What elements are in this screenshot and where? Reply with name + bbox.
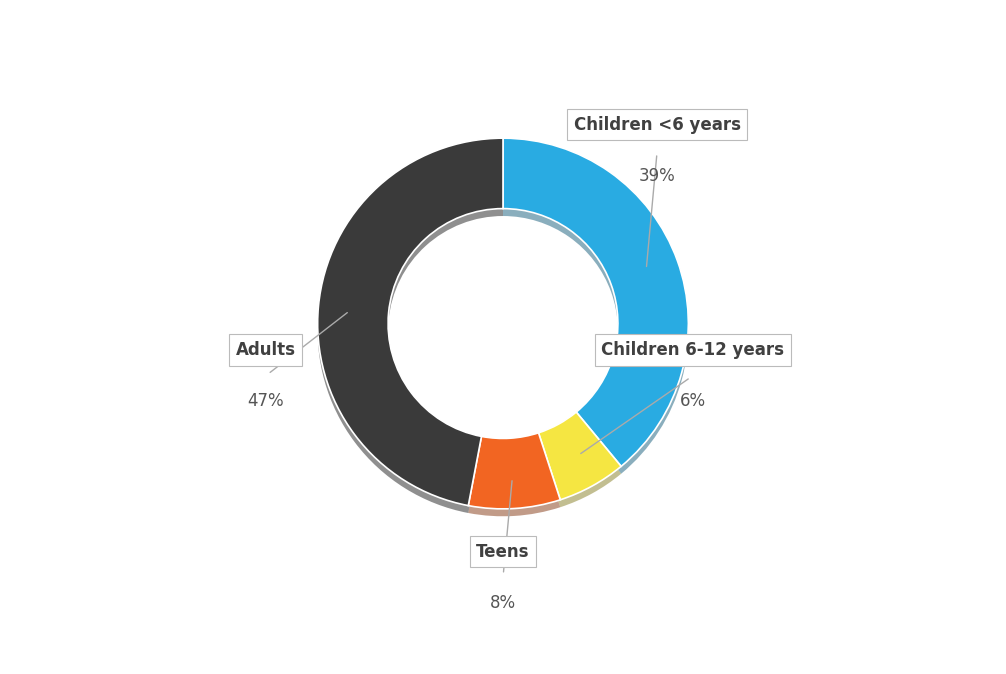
- Text: 47%: 47%: [247, 392, 284, 410]
- Wedge shape: [468, 440, 560, 516]
- Text: Children 6-12 years: Children 6-12 years: [602, 341, 785, 359]
- Text: Children <6 years: Children <6 years: [573, 116, 740, 133]
- Wedge shape: [538, 412, 621, 500]
- Wedge shape: [503, 146, 688, 474]
- Text: 6%: 6%: [680, 392, 706, 410]
- Text: Teens: Teens: [476, 543, 530, 561]
- Text: 8%: 8%: [490, 594, 516, 612]
- Wedge shape: [538, 419, 621, 508]
- Wedge shape: [468, 433, 560, 509]
- Wedge shape: [318, 146, 503, 513]
- Text: Adults: Adults: [235, 341, 296, 359]
- Wedge shape: [318, 138, 503, 506]
- Text: 39%: 39%: [639, 167, 676, 185]
- Wedge shape: [503, 138, 688, 466]
